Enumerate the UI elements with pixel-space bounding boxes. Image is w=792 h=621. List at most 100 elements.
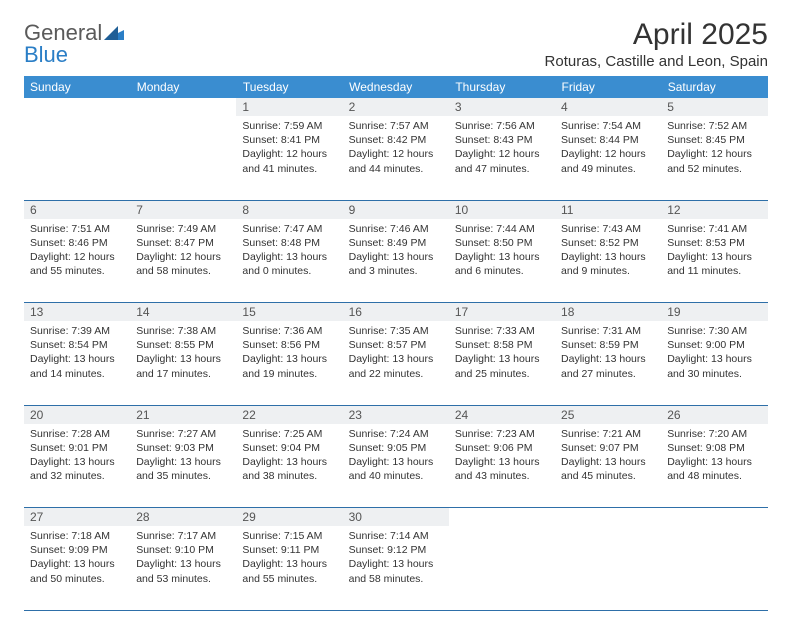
day-number: 8 bbox=[236, 200, 342, 219]
day-details: Sunrise: 7:46 AMSunset: 8:49 PMDaylight:… bbox=[343, 219, 449, 283]
daylight-line: Daylight: 12 hours and 55 minutes. bbox=[30, 250, 124, 278]
sunset-line: Sunset: 8:42 PM bbox=[349, 133, 443, 147]
day-details: Sunrise: 7:31 AMSunset: 8:59 PMDaylight:… bbox=[555, 321, 661, 385]
daynum-row: 12345 bbox=[24, 98, 768, 116]
day-details: Sunrise: 7:18 AMSunset: 9:09 PMDaylight:… bbox=[24, 526, 130, 590]
day-details: Sunrise: 7:23 AMSunset: 9:06 PMDaylight:… bbox=[449, 424, 555, 488]
daylight-line: Daylight: 13 hours and 35 minutes. bbox=[136, 455, 230, 483]
day-cell: Sunrise: 7:27 AMSunset: 9:03 PMDaylight:… bbox=[130, 424, 236, 508]
page-title: April 2025 bbox=[545, 18, 768, 51]
day-header: Tuesday bbox=[236, 76, 342, 98]
empty-daynum bbox=[24, 98, 130, 116]
day-cell: Sunrise: 7:41 AMSunset: 8:53 PMDaylight:… bbox=[661, 219, 767, 303]
day-cell: Sunrise: 7:59 AMSunset: 8:41 PMDaylight:… bbox=[236, 116, 342, 200]
day-cell: Sunrise: 7:21 AMSunset: 9:07 PMDaylight:… bbox=[555, 424, 661, 508]
day-number: 13 bbox=[24, 303, 130, 322]
sunrise-line: Sunrise: 7:51 AM bbox=[30, 222, 124, 236]
daylight-line: Daylight: 13 hours and 22 minutes. bbox=[349, 352, 443, 380]
day-cell: Sunrise: 7:24 AMSunset: 9:05 PMDaylight:… bbox=[343, 424, 449, 508]
header: General Blue April 2025 Roturas, Castill… bbox=[24, 18, 768, 70]
empty-cell bbox=[24, 116, 130, 200]
sunrise-line: Sunrise: 7:31 AM bbox=[561, 324, 655, 338]
day-number: 19 bbox=[661, 303, 767, 322]
day-details: Sunrise: 7:51 AMSunset: 8:46 PMDaylight:… bbox=[24, 219, 130, 283]
daylight-line: Daylight: 12 hours and 58 minutes. bbox=[136, 250, 230, 278]
day-details: Sunrise: 7:28 AMSunset: 9:01 PMDaylight:… bbox=[24, 424, 130, 488]
sunset-line: Sunset: 8:43 PM bbox=[455, 133, 549, 147]
empty-cell bbox=[130, 116, 236, 200]
location-text: Roturas, Castille and Leon, Spain bbox=[545, 53, 768, 70]
calendar-body: 12345Sunrise: 7:59 AMSunset: 8:41 PMDayl… bbox=[24, 98, 768, 610]
sunrise-line: Sunrise: 7:17 AM bbox=[136, 529, 230, 543]
sunrise-line: Sunrise: 7:20 AM bbox=[667, 427, 761, 441]
day-cell: Sunrise: 7:54 AMSunset: 8:44 PMDaylight:… bbox=[555, 116, 661, 200]
brand-part2: Blue bbox=[24, 42, 68, 67]
sunset-line: Sunset: 9:10 PM bbox=[136, 543, 230, 557]
sunset-line: Sunset: 9:04 PM bbox=[242, 441, 336, 455]
day-number: 23 bbox=[343, 405, 449, 424]
sunset-line: Sunset: 9:08 PM bbox=[667, 441, 761, 455]
day-number: 26 bbox=[661, 405, 767, 424]
sunrise-line: Sunrise: 7:28 AM bbox=[30, 427, 124, 441]
sunset-line: Sunset: 8:47 PM bbox=[136, 236, 230, 250]
day-cell: Sunrise: 7:20 AMSunset: 9:08 PMDaylight:… bbox=[661, 424, 767, 508]
day-cell: Sunrise: 7:35 AMSunset: 8:57 PMDaylight:… bbox=[343, 321, 449, 405]
empty-cell bbox=[661, 526, 767, 610]
daylight-line: Daylight: 12 hours and 47 minutes. bbox=[455, 147, 549, 175]
sunrise-line: Sunrise: 7:30 AM bbox=[667, 324, 761, 338]
daylight-line: Daylight: 13 hours and 53 minutes. bbox=[136, 557, 230, 585]
day-cell: Sunrise: 7:46 AMSunset: 8:49 PMDaylight:… bbox=[343, 219, 449, 303]
day-details: Sunrise: 7:47 AMSunset: 8:48 PMDaylight:… bbox=[236, 219, 342, 283]
sunset-line: Sunset: 9:07 PM bbox=[561, 441, 655, 455]
daylight-line: Daylight: 13 hours and 50 minutes. bbox=[30, 557, 124, 585]
sunset-line: Sunset: 8:41 PM bbox=[242, 133, 336, 147]
sunset-line: Sunset: 9:00 PM bbox=[667, 338, 761, 352]
sunrise-line: Sunrise: 7:35 AM bbox=[349, 324, 443, 338]
day-number: 4 bbox=[555, 98, 661, 116]
day-details: Sunrise: 7:30 AMSunset: 9:00 PMDaylight:… bbox=[661, 321, 767, 385]
day-number: 27 bbox=[24, 508, 130, 527]
day-details: Sunrise: 7:52 AMSunset: 8:45 PMDaylight:… bbox=[661, 116, 767, 180]
day-header: Sunday bbox=[24, 76, 130, 98]
daylight-line: Daylight: 13 hours and 0 minutes. bbox=[242, 250, 336, 278]
day-details: Sunrise: 7:54 AMSunset: 8:44 PMDaylight:… bbox=[555, 116, 661, 180]
sunset-line: Sunset: 9:11 PM bbox=[242, 543, 336, 557]
sunset-line: Sunset: 8:53 PM bbox=[667, 236, 761, 250]
day-cell: Sunrise: 7:44 AMSunset: 8:50 PMDaylight:… bbox=[449, 219, 555, 303]
sunset-line: Sunset: 8:57 PM bbox=[349, 338, 443, 352]
day-number: 2 bbox=[343, 98, 449, 116]
daynum-row: 20212223242526 bbox=[24, 405, 768, 424]
brand-logo: General Blue bbox=[24, 22, 124, 66]
day-details: Sunrise: 7:36 AMSunset: 8:56 PMDaylight:… bbox=[236, 321, 342, 385]
day-number: 6 bbox=[24, 200, 130, 219]
sunrise-line: Sunrise: 7:36 AM bbox=[242, 324, 336, 338]
day-cell: Sunrise: 7:49 AMSunset: 8:47 PMDaylight:… bbox=[130, 219, 236, 303]
day-cell: Sunrise: 7:17 AMSunset: 9:10 PMDaylight:… bbox=[130, 526, 236, 610]
calendar-table: SundayMondayTuesdayWednesdayThursdayFrid… bbox=[24, 76, 768, 611]
sunrise-line: Sunrise: 7:25 AM bbox=[242, 427, 336, 441]
day-details: Sunrise: 7:20 AMSunset: 9:08 PMDaylight:… bbox=[661, 424, 767, 488]
day-number: 7 bbox=[130, 200, 236, 219]
day-details: Sunrise: 7:14 AMSunset: 9:12 PMDaylight:… bbox=[343, 526, 449, 590]
sunrise-line: Sunrise: 7:47 AM bbox=[242, 222, 336, 236]
day-cell: Sunrise: 7:56 AMSunset: 8:43 PMDaylight:… bbox=[449, 116, 555, 200]
day-number: 29 bbox=[236, 508, 342, 527]
day-details: Sunrise: 7:57 AMSunset: 8:42 PMDaylight:… bbox=[343, 116, 449, 180]
day-details: Sunrise: 7:25 AMSunset: 9:04 PMDaylight:… bbox=[236, 424, 342, 488]
sunset-line: Sunset: 8:56 PM bbox=[242, 338, 336, 352]
sunrise-line: Sunrise: 7:41 AM bbox=[667, 222, 761, 236]
title-block: April 2025 Roturas, Castille and Leon, S… bbox=[545, 18, 768, 70]
day-number: 25 bbox=[555, 405, 661, 424]
day-number: 17 bbox=[449, 303, 555, 322]
day-details: Sunrise: 7:49 AMSunset: 8:47 PMDaylight:… bbox=[130, 219, 236, 283]
week-row: Sunrise: 7:28 AMSunset: 9:01 PM Daylight:… bbox=[24, 424, 768, 508]
daylight-line: Daylight: 12 hours and 49 minutes. bbox=[561, 147, 655, 175]
sunset-line: Sunset: 9:01 PM bbox=[30, 441, 124, 455]
page: General Blue April 2025 Roturas, Castill… bbox=[0, 0, 792, 621]
day-details: Sunrise: 7:59 AMSunset: 8:41 PMDaylight:… bbox=[236, 116, 342, 180]
sunrise-line: Sunrise: 7:54 AM bbox=[561, 119, 655, 133]
daylight-line: Daylight: 13 hours and 40 minutes. bbox=[349, 455, 443, 483]
daylight-line: Daylight: 12 hours and 52 minutes. bbox=[667, 147, 761, 175]
sunset-line: Sunset: 9:12 PM bbox=[349, 543, 443, 557]
day-number: 14 bbox=[130, 303, 236, 322]
